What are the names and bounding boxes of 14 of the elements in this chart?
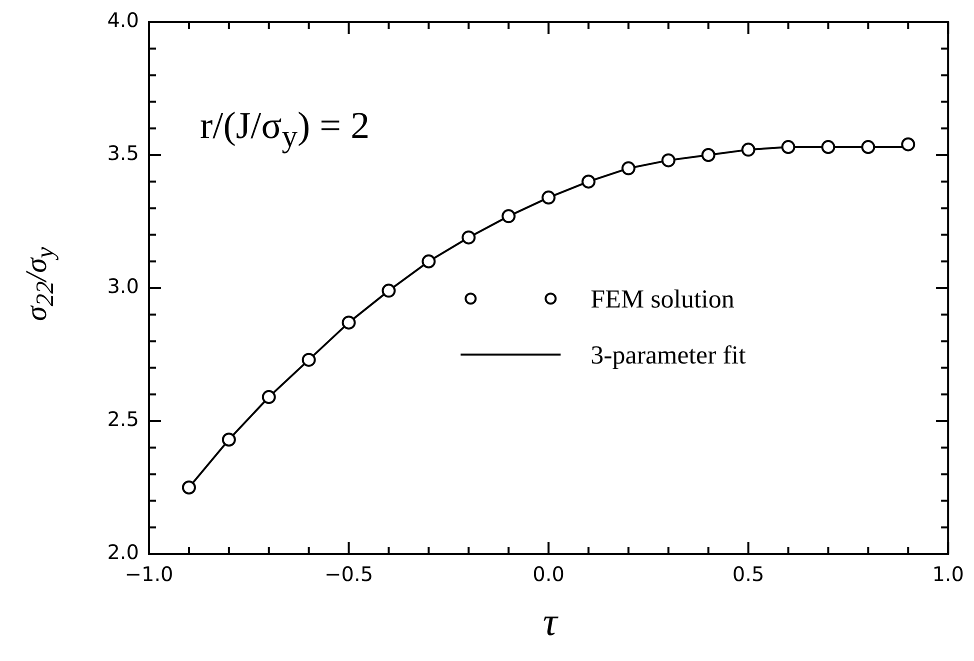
y-tick-label: 4.0	[107, 8, 139, 32]
legend-label: 3-parameter fit	[590, 340, 747, 370]
legend-label: FEM solution	[590, 284, 734, 314]
y-tick-label: 3.0	[107, 274, 139, 298]
x-axis-title: τ	[542, 598, 560, 645]
y-tick-label: 2.5	[107, 407, 139, 432]
annotation: r/(J/σ$_{y}$) = 2	[200, 104, 370, 155]
y-tick-label: 3.5	[107, 141, 139, 166]
x-tick-label: −0.5	[324, 562, 374, 586]
x-tick-label: 1.0	[932, 562, 964, 586]
y-tick-label: 2.0	[107, 540, 139, 564]
x-tick-label: 0.5	[732, 562, 764, 586]
x-tick-label: −1.0	[124, 562, 174, 586]
x-tick-label: 0.0	[532, 562, 564, 586]
